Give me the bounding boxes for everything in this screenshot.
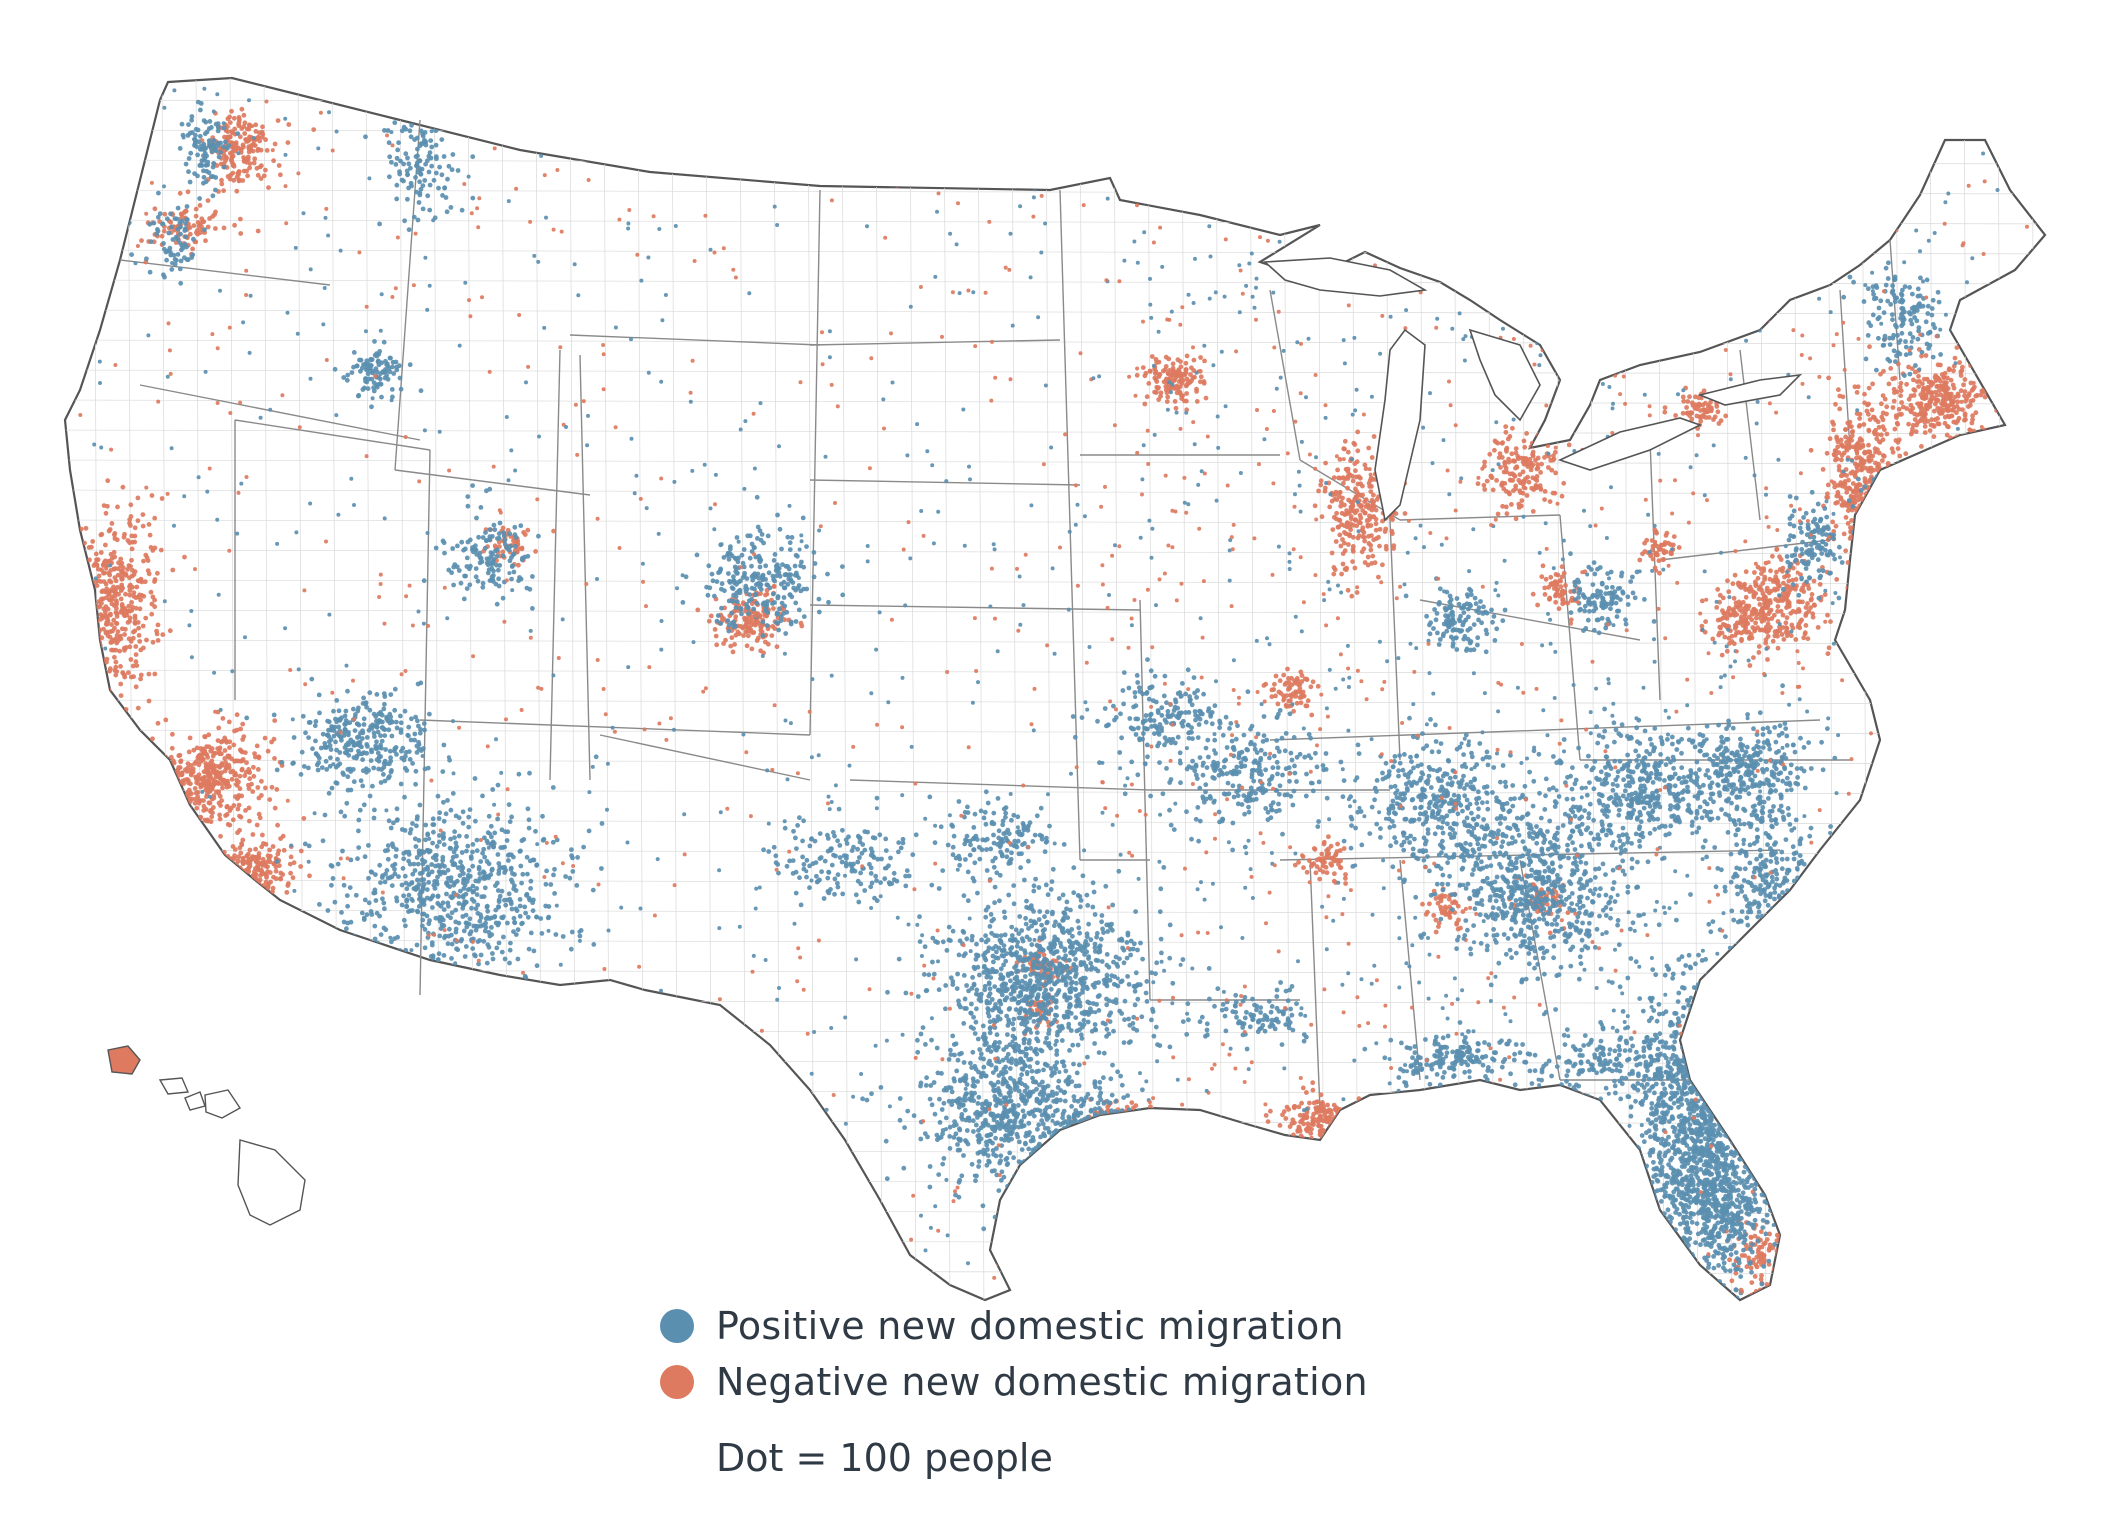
- hawaii-islands: [107, 1045, 306, 1226]
- positive-dot-swatch: [660, 1309, 694, 1343]
- great-lakes: [1263, 257, 1803, 522]
- legend-label-negative: Negative new domestic migration: [716, 1360, 1368, 1404]
- legend: Positive new domestic migration Negative…: [660, 1298, 1368, 1480]
- negative-dot-swatch: [660, 1365, 694, 1399]
- legend-item-positive: Positive new domestic migration: [660, 1298, 1368, 1354]
- legend-dot-scale-note: Dot = 100 people: [716, 1436, 1053, 1480]
- legend-label-positive: Positive new domestic migration: [716, 1304, 1344, 1348]
- legend-item-negative: Negative new domestic migration: [660, 1354, 1368, 1410]
